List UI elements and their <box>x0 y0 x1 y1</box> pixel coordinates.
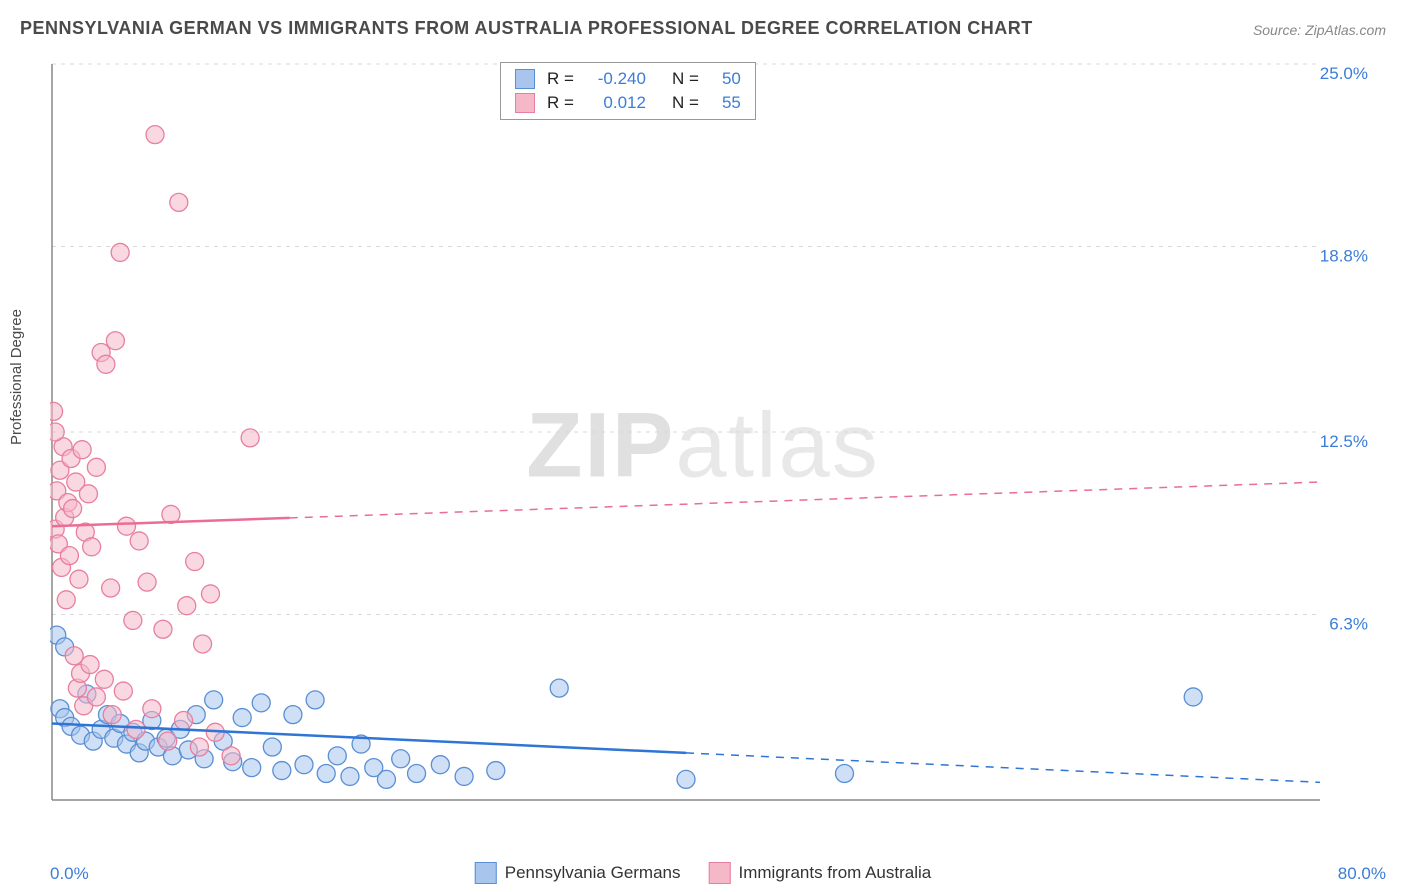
stats-r-value: 0.012 <box>586 93 646 113</box>
chart-title: PENNSYLVANIA GERMAN VS IMMIGRANTS FROM A… <box>20 18 1033 39</box>
stats-swatch <box>515 93 535 113</box>
stats-legend-box: R = -0.240 N = 50 R = 0.012 N = 55 <box>500 62 756 120</box>
y-axis-label: Professional Degree <box>8 309 25 445</box>
chart-svg: 6.3% 12.5% 18.8% 25.0% <box>50 60 1380 830</box>
stats-n-value: 50 <box>711 69 741 89</box>
svg-text:18.8%: 18.8% <box>1320 247 1368 266</box>
legend-swatch <box>475 862 497 884</box>
source-attribution: Source: ZipAtlas.com <box>1253 22 1386 38</box>
stats-r-value: -0.240 <box>586 69 646 89</box>
svg-text:25.0%: 25.0% <box>1320 64 1368 83</box>
bottom-legend: Pennsylvania Germans Immigrants from Aust… <box>475 862 932 884</box>
stats-n-value: 55 <box>711 93 741 113</box>
legend-item: Immigrants from Australia <box>709 862 932 884</box>
stats-r-label: R = <box>547 93 574 113</box>
stats-row: R = 0.012 N = 55 <box>501 91 755 115</box>
x-axis-max-label: 80.0% <box>1338 864 1386 884</box>
legend-label: Immigrants from Australia <box>739 863 932 883</box>
legend-swatch <box>709 862 731 884</box>
svg-text:12.5%: 12.5% <box>1320 432 1368 451</box>
stats-n-label: N = <box>672 69 699 89</box>
legend-item: Pennsylvania Germans <box>475 862 681 884</box>
chart-container: PENNSYLVANIA GERMAN VS IMMIGRANTS FROM A… <box>0 0 1406 892</box>
x-axis-min-label: 0.0% <box>50 864 89 884</box>
stats-n-label: N = <box>672 93 699 113</box>
stats-r-label: R = <box>547 69 574 89</box>
stats-swatch <box>515 69 535 89</box>
legend-label: Pennsylvania Germans <box>505 863 681 883</box>
plot-area: 6.3% 12.5% 18.8% 25.0% <box>50 60 1380 830</box>
stats-row: R = -0.240 N = 50 <box>501 67 755 91</box>
svg-text:6.3%: 6.3% <box>1329 615 1368 634</box>
